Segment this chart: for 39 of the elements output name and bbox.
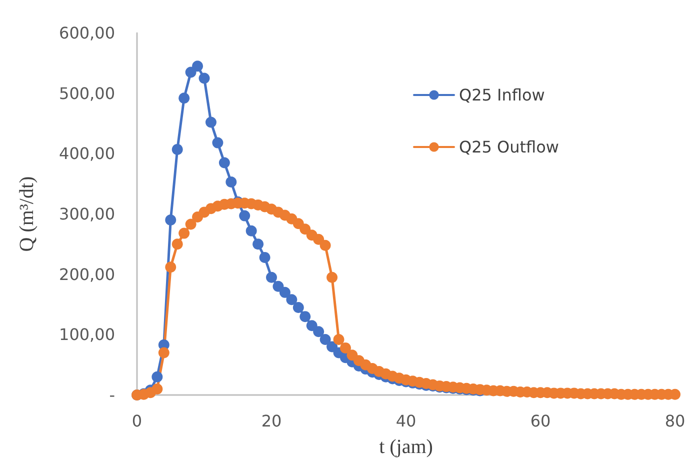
point [259, 252, 270, 263]
point [152, 371, 163, 382]
point [172, 144, 183, 155]
y-axis-title: Q (m³/dt) [16, 176, 38, 252]
point [313, 326, 324, 338]
x-axis-title: t (jam) [379, 436, 433, 458]
x-tick-label: 60 [530, 412, 551, 430]
point [292, 302, 304, 314]
point [246, 225, 257, 236]
point [306, 320, 318, 332]
y-tick-label: 400,00 [59, 144, 115, 164]
x-tick-label: 20 [261, 412, 282, 430]
x-tick-label: 40 [396, 412, 416, 430]
point [212, 137, 224, 148]
point [300, 311, 311, 322]
point [272, 280, 284, 292]
y-tick-label: 600,00 [59, 24, 115, 42]
point [266, 272, 277, 283]
point [252, 238, 264, 250]
y-tick-label: 300,00 [59, 204, 115, 224]
y-tick-label: - [109, 386, 115, 404]
point [205, 116, 216, 128]
point [198, 72, 210, 84]
point [178, 92, 190, 104]
point [279, 286, 290, 298]
legend-label: Q25 Inflow [459, 86, 545, 104]
point [218, 157, 230, 168]
point [286, 294, 298, 306]
point [226, 176, 237, 188]
x-tick-label: 80 [664, 412, 686, 430]
point [165, 214, 176, 226]
y-tick-label: 100,00 [59, 325, 115, 344]
y-tick-label: 500,00 [59, 84, 115, 103]
y-tick-label: 200,00 [59, 264, 115, 284]
point [320, 334, 331, 345]
point [239, 210, 250, 222]
legend-label: Q25 Outflow [459, 138, 559, 156]
point [192, 60, 204, 72]
x-tick-label: 0 [132, 412, 142, 430]
